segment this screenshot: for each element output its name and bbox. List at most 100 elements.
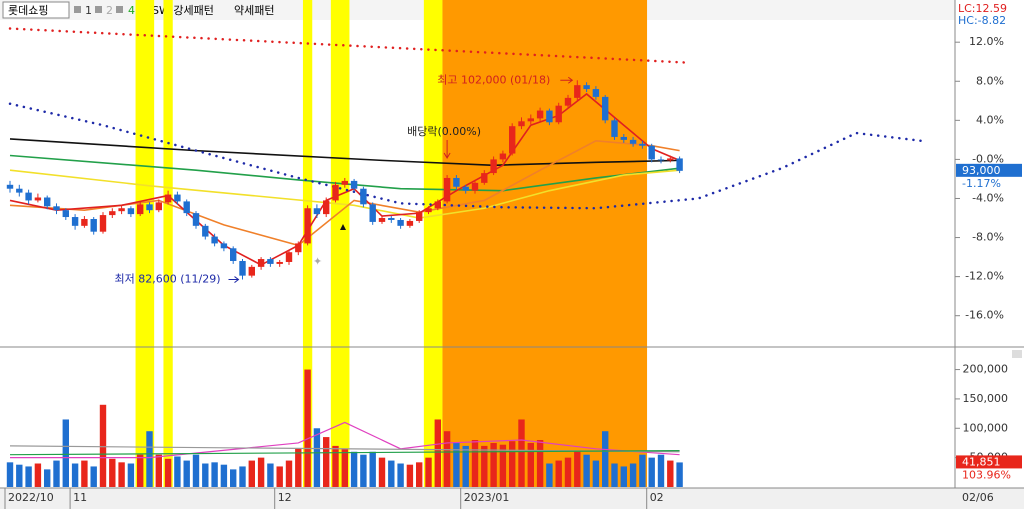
candle-body [276,261,283,264]
volume-bar [257,457,265,487]
volume-bar [341,448,348,487]
candle-body [71,217,79,226]
volume-bar [509,441,516,487]
volume-bar [90,466,97,487]
candle-body [462,186,469,191]
signal-arrow [340,224,346,230]
x-tick-label: 2022/10 [8,491,54,504]
volume-bar [518,419,525,487]
last-date: 02/06 [962,491,994,504]
envelope-line [8,102,923,210]
volume-bar [360,454,367,487]
volume-bar [239,466,246,487]
candle-body [6,184,14,189]
y-tick-label: -8.0% [972,231,1004,244]
volume-bar [230,469,237,487]
volume-average [9,449,680,456]
volume-bar [629,463,637,487]
candle-body [629,139,637,144]
candle-body [378,218,386,222]
volume-bar [350,451,358,487]
volume-bar [202,463,209,487]
candle-body [592,89,600,97]
candle-body [536,110,544,119]
highlight-band [330,0,350,487]
candle-body [350,180,358,189]
candle-body [397,219,404,226]
annotation-high: 최고 102,000 (01/18) [437,73,550,86]
tab[interactable]: 1 [85,4,92,17]
volume-bar [462,445,469,487]
highlight-band [163,0,173,487]
volume-bar [146,431,153,487]
candle-body [499,153,507,160]
candle-body [202,225,209,237]
volume-bar [276,466,283,487]
candle-body [546,110,553,123]
volume-bar [6,462,14,487]
scroll-button[interactable] [1012,350,1022,358]
candle-body [230,248,237,261]
price-label: 93,000 [962,164,1001,177]
tab[interactable]: 4 [128,4,135,17]
volume-bar [127,463,135,487]
candle-body [620,136,627,140]
candle-body [109,211,116,216]
candle-body [490,159,497,174]
y-tick-label: -16.0% [965,309,1004,322]
candle-body [453,177,460,187]
candle-body [564,97,572,106]
candle-body [667,158,674,161]
volume-bar [53,460,60,487]
candle-body [583,85,590,90]
volume-bar [639,454,646,487]
ratio-label: 103.96% [962,468,1011,481]
volume-bar [99,404,107,487]
volume-bar [499,444,507,487]
moving-average [9,140,680,247]
annotation-arrow [560,76,574,84]
volume-bar [16,464,23,487]
candle-body [416,212,423,221]
candle-body [127,208,135,215]
volume-bar [295,448,302,487]
candle-body [443,177,451,202]
volume-bar [583,454,590,487]
x-tick-label: 2023/01 [464,491,510,504]
volume-bar [137,454,144,487]
hc-label: HC:-8.82 [958,14,1006,27]
tab[interactable]: 2 [106,4,113,17]
y-tick-label: 4.0% [976,113,1004,126]
pattern: SW 강세패턴 [152,4,214,17]
candle-body [81,218,88,226]
volume-bar [425,457,432,487]
volume-bar [109,458,116,487]
candle-body [555,105,562,123]
volume-bar [248,460,255,487]
date-bar [0,488,1024,509]
candle-body [174,194,181,202]
volume-bar [44,469,51,487]
candle-body [676,158,683,171]
icon [116,6,123,13]
candle-body [285,252,293,262]
annotation-dividend: 배당락(0.00%) [407,125,481,138]
candle-body [602,96,609,121]
volume-box [956,455,1022,469]
volume-bar [676,462,683,487]
candle-body [16,188,23,193]
candle-body [471,182,479,191]
volume-bar [267,463,274,487]
volume-bar [416,462,423,487]
stock-name-box[interactable] [2,1,70,19]
volume-bar [536,440,544,487]
candle-body [369,204,376,222]
volume-bar [611,463,618,487]
candle-body [323,200,330,215]
moving-average [9,154,680,192]
volume-bar [453,442,460,487]
candle-body [388,218,395,220]
candle-body [62,210,69,218]
volume-bar [62,419,69,487]
